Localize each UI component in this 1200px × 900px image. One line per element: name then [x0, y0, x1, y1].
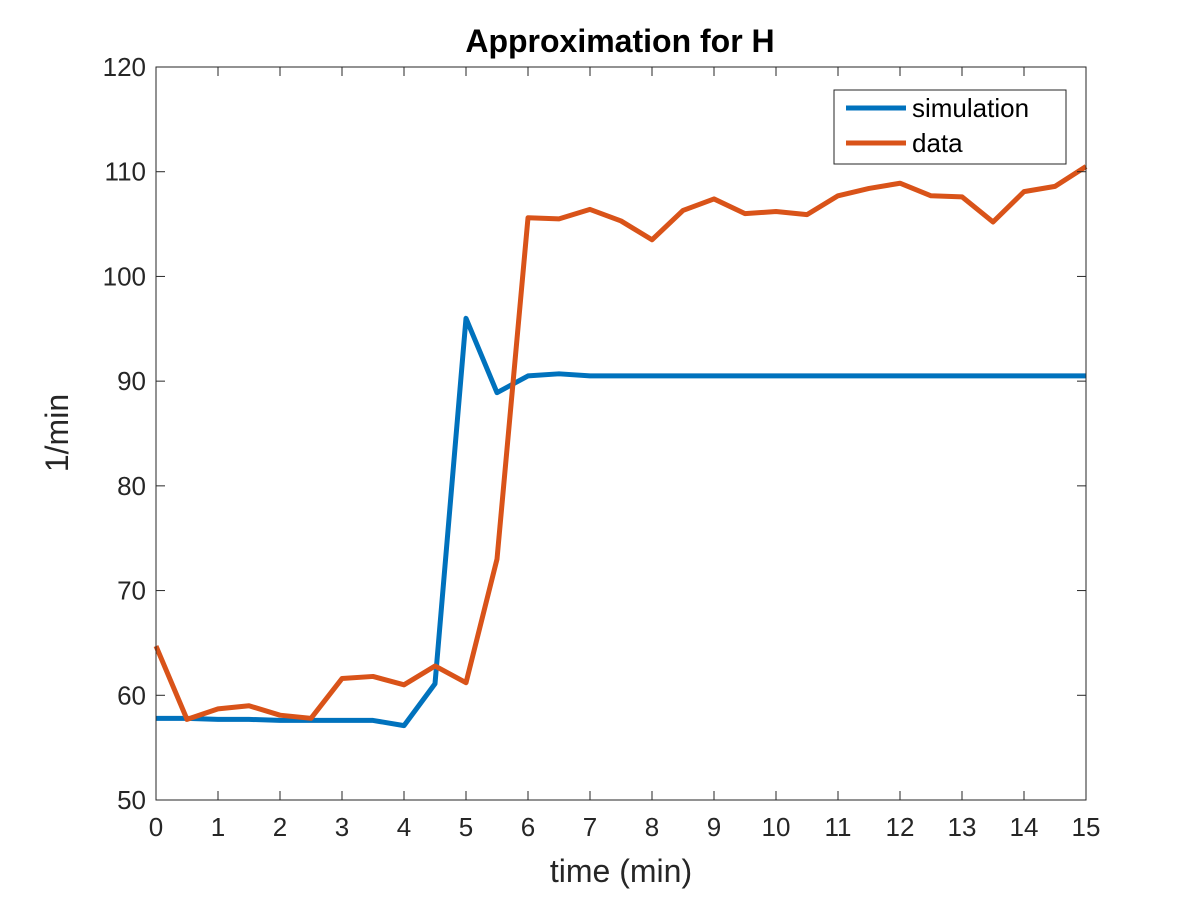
x-tick-label: 8 [645, 812, 659, 842]
x-tick-label: 13 [948, 812, 977, 842]
y-tick-label: 60 [117, 680, 146, 710]
x-tick-label: 4 [397, 812, 411, 842]
x-tick-label: 0 [149, 812, 163, 842]
x-tick-label: 14 [1010, 812, 1039, 842]
y-tick-label: 80 [117, 471, 146, 501]
legend-box [833, 89, 1067, 165]
x-tick-label: 6 [521, 812, 535, 842]
legend-label-simulation: simulation [912, 93, 1029, 123]
x-tick-label: 7 [583, 812, 597, 842]
plot-area [156, 67, 1086, 800]
chart-title: Approximation for H [465, 23, 774, 59]
series-layer [153, 164, 1088, 729]
x-axis-label: time (min) [550, 853, 692, 889]
x-tick-label: 10 [762, 812, 791, 842]
y-tick-label: 90 [117, 366, 146, 396]
x-tick-label: 1 [211, 812, 225, 842]
y-tick-label: 50 [117, 785, 146, 815]
y-tick-label: 100 [103, 261, 146, 291]
y-axis-label: 1/min [39, 394, 75, 472]
x-tick-label: 15 [1072, 812, 1101, 842]
x-tick-label: 12 [886, 812, 915, 842]
axes-layer: 0 1 2 3 4 5 6 7 8 9 10 11 12 13 14 15506070809010011012… [103, 52, 1101, 842]
legend-label-data: data [912, 128, 963, 158]
x-tick-label: 2 [273, 812, 287, 842]
x-tick-label: 5 [459, 812, 473, 842]
x-tick-label: 11 [825, 812, 852, 842]
y-tick-label: 110 [105, 157, 146, 187]
series-line-data [153, 164, 1088, 722]
x-tick-label: 3 [335, 812, 349, 842]
legend: simulation data [833, 89, 1067, 165]
axes-box [155, 66, 1087, 801]
y-tick-label: 70 [117, 576, 146, 606]
x-tick-label: 9 [707, 812, 721, 842]
y-tick-label: 120 [103, 52, 146, 82]
